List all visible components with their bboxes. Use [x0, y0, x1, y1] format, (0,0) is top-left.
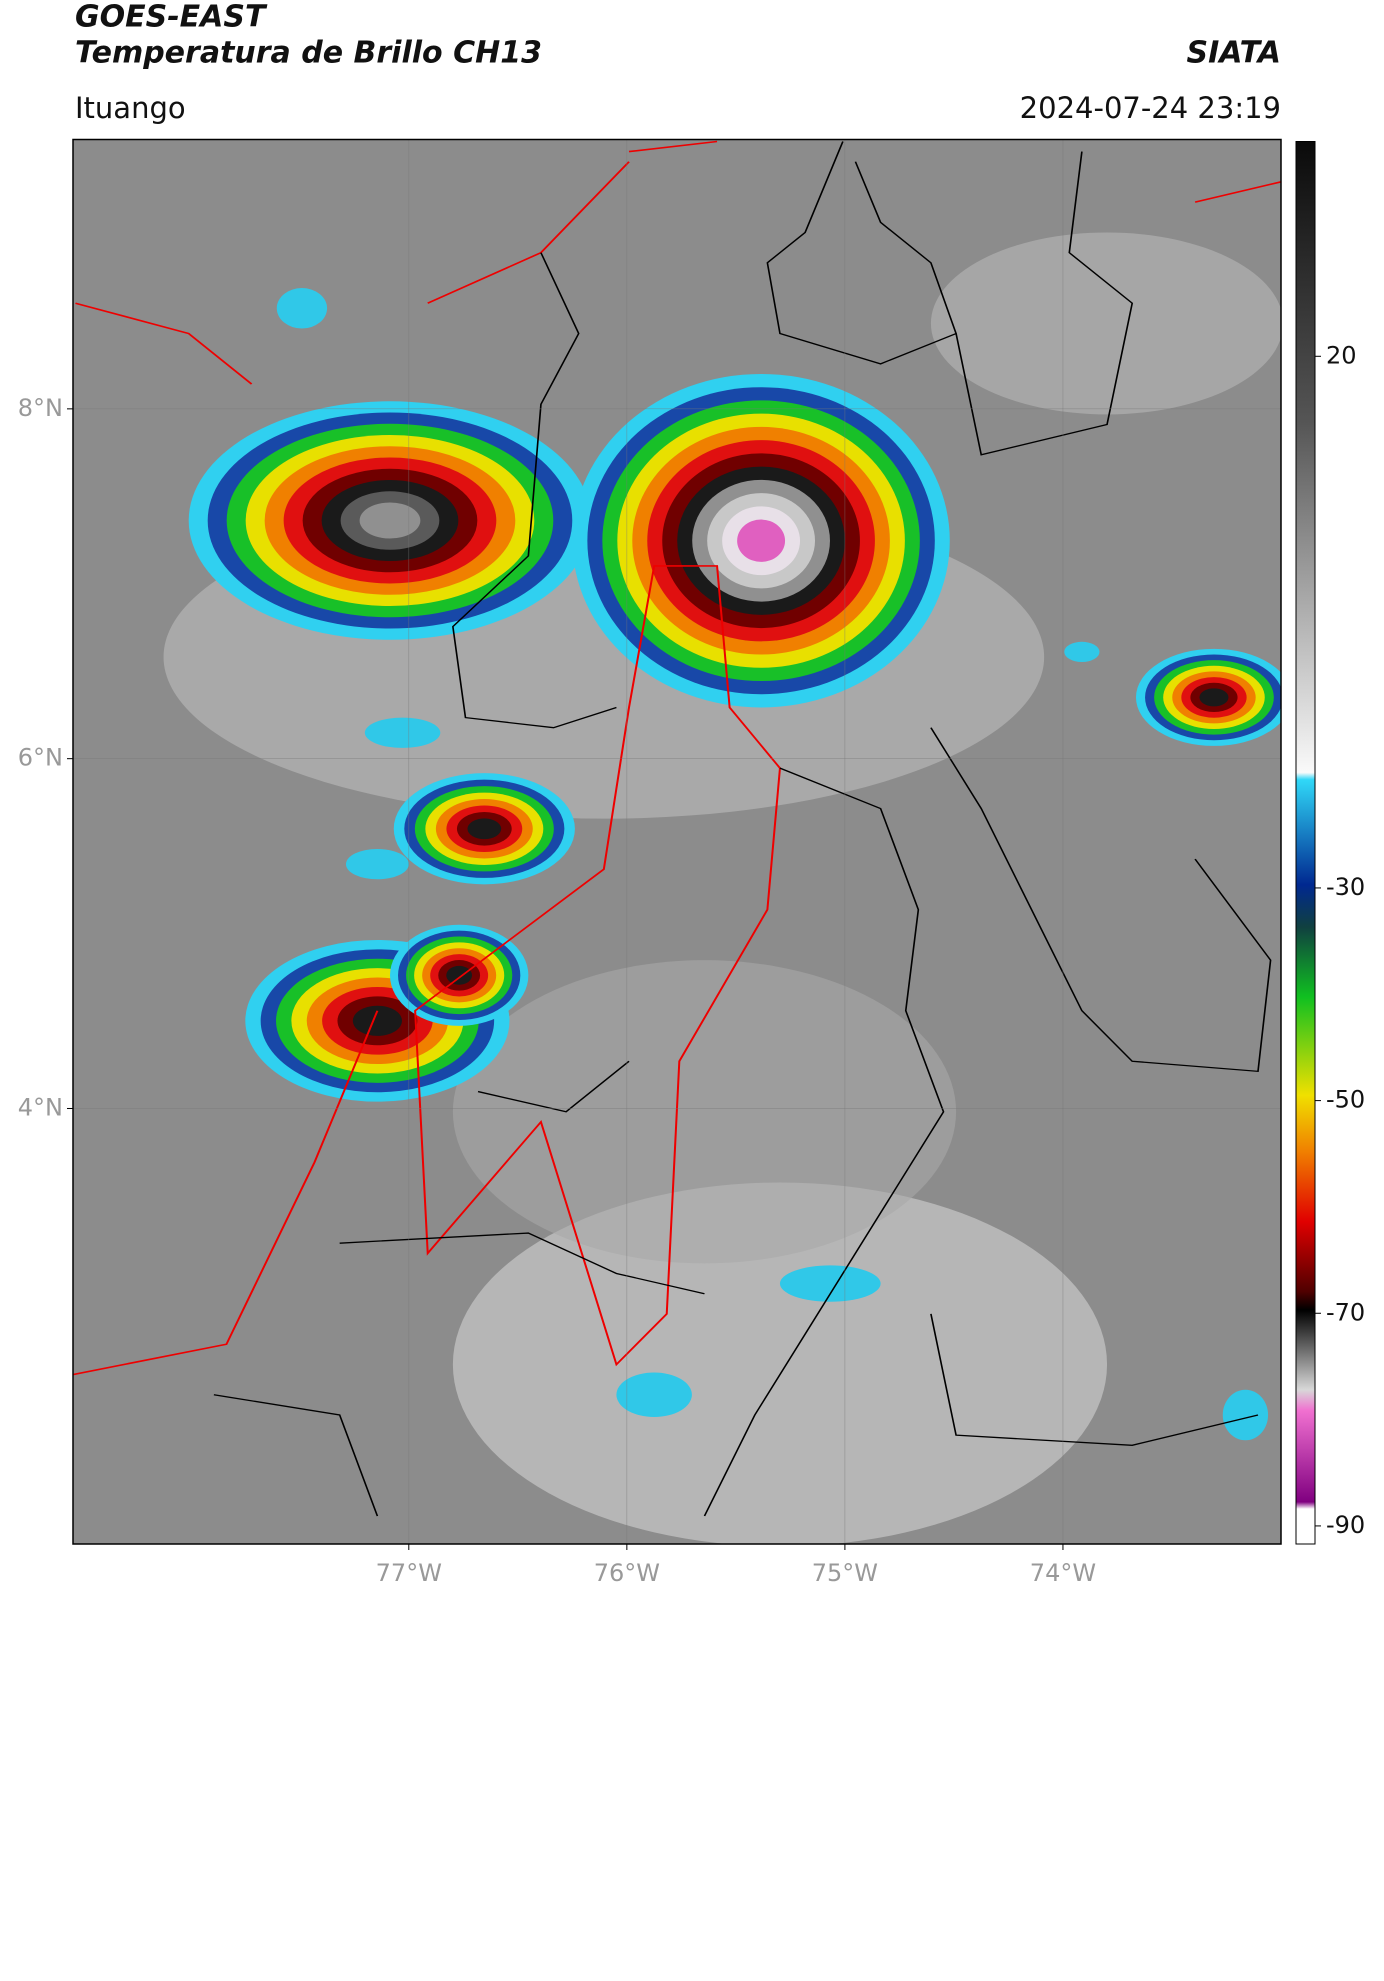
- source: SIATA: [1187, 36, 1281, 71]
- colorbar-label: -50: [1326, 1086, 1365, 1114]
- colorbar: [1295, 141, 1316, 1545]
- imagery: [73, 139, 1281, 1544]
- datetime: 2024-07-24 23:19: [1020, 91, 1281, 125]
- subtitle: Temperatura de Brillo CH13: [75, 36, 542, 71]
- cold-cloud: [345, 848, 409, 880]
- colorbar-label: 20: [1326, 341, 1357, 369]
- storms: [188, 288, 1281, 1441]
- colorbar-label: -70: [1326, 1298, 1365, 1326]
- colorbar-label: -90: [1326, 1511, 1365, 1539]
- x-tick-label: 74°W: [1030, 1559, 1096, 1587]
- cold-cloud: [276, 288, 328, 329]
- graticule: [73, 139, 1281, 1544]
- cloud: [452, 960, 957, 1264]
- cold-cloud: [1222, 1389, 1269, 1441]
- y-tick-label: 8°N: [18, 394, 63, 422]
- cold-cloud: [779, 1265, 881, 1302]
- region: Ituango: [75, 91, 186, 125]
- cloud: [930, 232, 1281, 415]
- storm-layer: [446, 965, 473, 985]
- x-tick-label: 77°W: [376, 1559, 442, 1587]
- y-tick-label: 6°N: [18, 744, 63, 772]
- map: [73, 139, 1281, 1544]
- cold-cloud: [1064, 641, 1100, 663]
- title: GOES-EAST: [75, 0, 268, 35]
- y-tick-label: 4°N: [18, 1093, 63, 1121]
- storm-layer: [352, 1005, 402, 1036]
- colorbar-label: -30: [1326, 873, 1365, 901]
- border-black: [213, 141, 1272, 1517]
- x-tick-label: 75°W: [812, 1559, 878, 1587]
- storm-layer: [737, 519, 786, 562]
- storm-layer: [467, 818, 502, 840]
- storm-layer: [359, 502, 421, 539]
- cold-cloud: [364, 717, 441, 748]
- cold-cloud: [616, 1372, 692, 1418]
- x-tick-label: 76°W: [594, 1559, 660, 1587]
- map-frame: [72, 138, 1282, 1545]
- storm-layer: [1199, 688, 1229, 707]
